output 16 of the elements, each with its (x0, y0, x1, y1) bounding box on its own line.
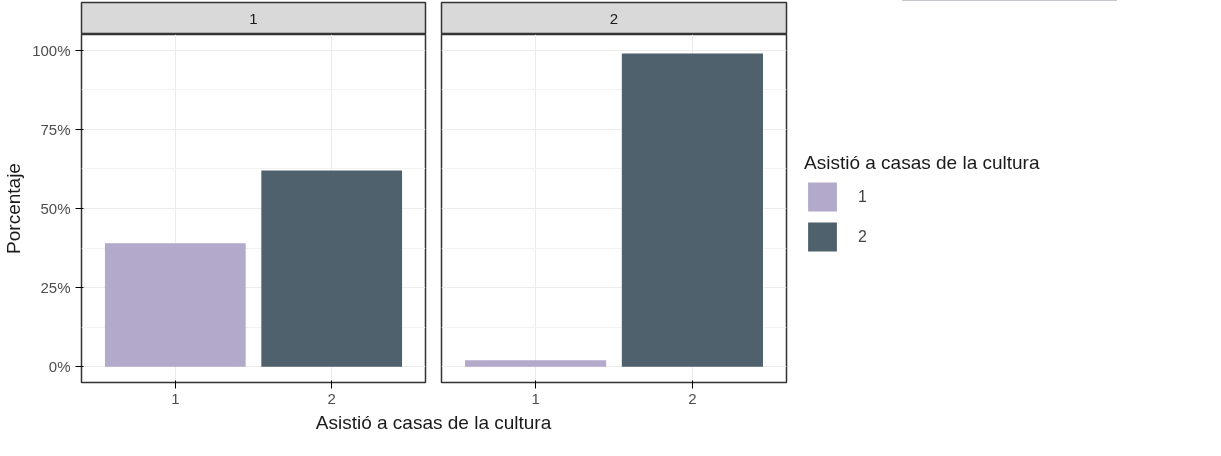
legend-label: 2 (858, 227, 868, 246)
chart-title: 1 (249, 9, 258, 27)
x-axis-title: Asistió a casas de la cultura (315, 412, 552, 433)
x-tick-label: 2 (327, 389, 336, 407)
legend-title: Asistió a casas de la cultura (804, 151, 1040, 174)
chart-title: 2 (609, 9, 619, 27)
x-tick-label: 1 (171, 389, 180, 407)
x-tick-label: 2 (688, 389, 697, 407)
y-tick-label: 25% (40, 279, 71, 297)
y-tick-label: 50% (40, 200, 71, 217)
y-tick-label: 75% (40, 120, 71, 138)
y-tick-label: 0% (48, 358, 71, 376)
y-tick-label: 100% (32, 41, 71, 59)
x-tick-label: 1 (531, 389, 540, 407)
legend-label: 1 (858, 187, 868, 206)
y-axis-title: Porcentaje (3, 163, 25, 254)
